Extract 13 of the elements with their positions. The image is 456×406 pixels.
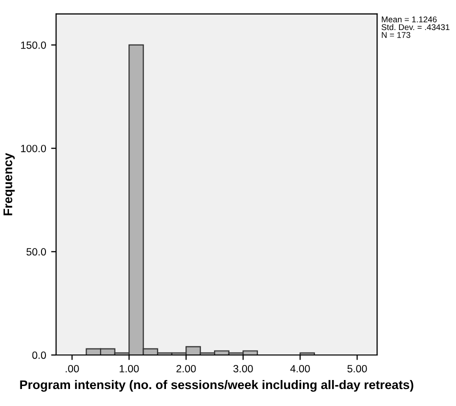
y-tick-label: 100.0 <box>21 144 46 152</box>
x-tick-label: 5.00 <box>347 365 367 372</box>
y-tick-label: 50.0 <box>26 248 46 256</box>
x-tick-label: 3.00 <box>233 365 253 372</box>
text: Mean = 1.1246 Std. Dev. = .43431 N = 173 <box>382 16 450 38</box>
x-tick-label: 4.00 <box>290 365 310 372</box>
x-tick-label: 1.00 <box>120 365 139 372</box>
x-tick-label: 2.00 <box>176 365 196 372</box>
y-tick-label: 150.0 <box>21 41 46 49</box>
y-tick-label: 0.0 <box>32 352 46 359</box>
x-tick-label: .00 <box>66 365 79 372</box>
y-axis-title: Frequency <box>4 152 15 216</box>
x-axis-title: Program intensity (no. of sessions/week including all-day retreats) <box>20 380 414 392</box>
